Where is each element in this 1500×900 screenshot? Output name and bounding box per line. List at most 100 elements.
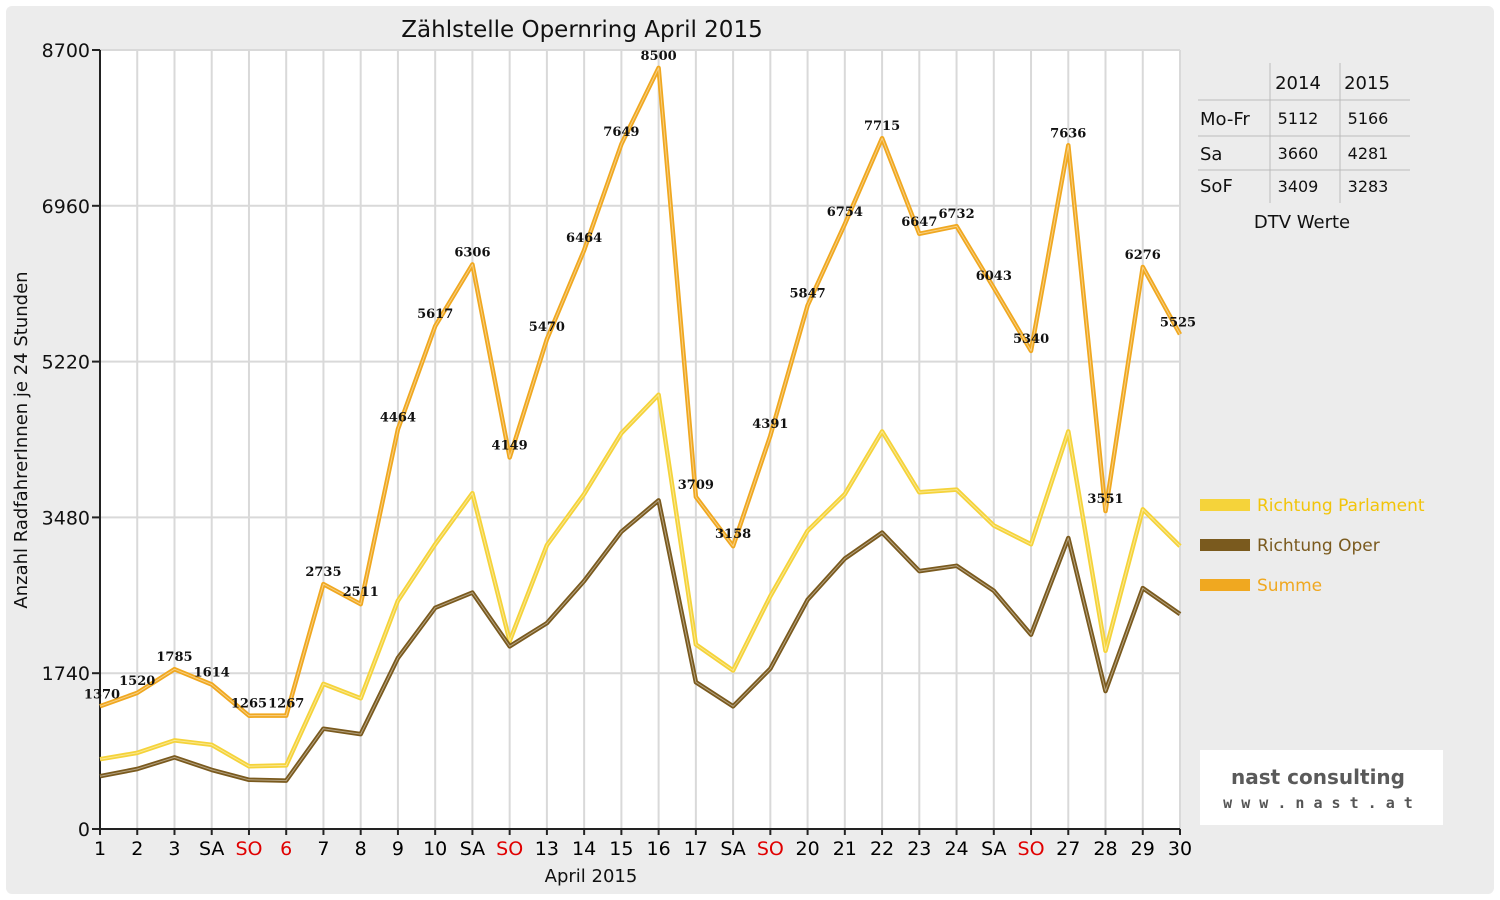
data-label: 4149 xyxy=(492,438,528,453)
y-tick-label: 6960 xyxy=(42,196,90,218)
series-highlight-summe xyxy=(99,67,1181,717)
data-label: 2735 xyxy=(305,565,341,580)
chart-title: Zählstelle Opernring April 2015 xyxy=(401,17,762,43)
dtv-row-label: SoF xyxy=(1200,176,1233,197)
x-tick-label: 6 xyxy=(280,838,292,860)
x-tick-label: 20 xyxy=(795,838,819,860)
dtv-table: 2014 2015 Mo-Fr 5112 5166 Sa 3660 4281 S… xyxy=(1198,63,1410,233)
y-tick-label: 8700 xyxy=(42,40,90,62)
data-label: 4391 xyxy=(752,417,788,432)
dtv-cell: 5112 xyxy=(1278,109,1319,128)
gridlines xyxy=(99,49,1181,830)
series-lines xyxy=(99,65,1182,783)
x-tick-label: 27 xyxy=(1056,838,1080,860)
plot-area xyxy=(100,50,1180,829)
data-label: 1785 xyxy=(156,650,192,665)
data-label: 7649 xyxy=(603,125,639,140)
x-tick-label: 13 xyxy=(535,838,559,860)
x-tick-label: SO xyxy=(1018,838,1045,860)
x-tick-label: 17 xyxy=(684,838,708,860)
dtv-row-label: Sa xyxy=(1200,144,1222,165)
dtv-col-2014: 2014 xyxy=(1275,73,1321,94)
x-tick-label: 21 xyxy=(833,838,857,860)
x-tick-label: 2 xyxy=(131,838,143,860)
series-line-summe xyxy=(99,65,1182,718)
legend: Richtung Parlament Richtung Oper Summe xyxy=(1200,496,1425,596)
data-label: 3158 xyxy=(715,527,751,542)
nast-consulting-logo: nast consulting w w w . n a s t . a t xyxy=(1200,750,1443,825)
x-tick-label: 30 xyxy=(1168,838,1192,860)
plot-background xyxy=(100,50,1180,829)
x-tick-label: 3 xyxy=(168,838,180,860)
data-label: 6647 xyxy=(901,215,937,230)
x-tick-label: 7 xyxy=(317,838,329,860)
x-tick-label: 23 xyxy=(907,838,931,860)
series-highlight-richtung-oper xyxy=(99,499,1181,782)
x-tick-labels: 1 2 3 SA SO 6 7 8 9 10 SA SO 13 14 15 16 17 SA SO 20 21 22 23 2… xyxy=(94,838,1192,860)
x-tick-label: 1 xyxy=(94,838,106,860)
data-label: 1614 xyxy=(194,665,230,680)
logo-url: w w w . n a s t . a t xyxy=(1223,794,1413,812)
logo-text: nast consulting xyxy=(1231,765,1405,789)
dtv-row-label: Mo-Fr xyxy=(1200,109,1250,130)
axes xyxy=(92,49,1181,835)
data-label: 7715 xyxy=(864,119,900,134)
data-label: 1267 xyxy=(268,697,304,712)
dtv-caption: DTV Werte xyxy=(1254,212,1350,233)
data-label: 5847 xyxy=(789,286,825,301)
x-tick-label: 24 xyxy=(944,838,968,860)
dtv-cell: 4281 xyxy=(1348,144,1389,163)
data-label: 2511 xyxy=(343,585,379,600)
dtv-cell: 3283 xyxy=(1348,177,1389,196)
x-tick-label: 8 xyxy=(355,838,367,860)
y-tick-label: 5220 xyxy=(42,352,90,374)
x-tick-label: 28 xyxy=(1093,838,1117,860)
x-tick-label: SA xyxy=(199,838,224,860)
data-label: 4464 xyxy=(380,410,416,425)
dtv-cell: 5166 xyxy=(1348,109,1389,128)
data-label: 3709 xyxy=(678,478,714,493)
legend-label: Richtung Parlament xyxy=(1257,496,1425,516)
data-label: 6276 xyxy=(1125,248,1161,263)
data-label: 6043 xyxy=(976,269,1012,284)
series-highlight-richtung-parlament xyxy=(99,394,1181,767)
data-label: 5470 xyxy=(529,320,565,335)
data-label: 6306 xyxy=(454,245,490,260)
x-tick-label: 22 xyxy=(870,838,894,860)
legend-swatch xyxy=(1200,539,1250,551)
data-label: 1370 xyxy=(84,687,120,702)
dtv-col-2015: 2015 xyxy=(1344,73,1390,94)
x-tick-label: SO xyxy=(496,838,523,860)
legend-swatch xyxy=(1200,579,1250,591)
data-label: 1520 xyxy=(119,674,155,689)
dtv-cell: 3409 xyxy=(1278,177,1319,196)
x-tick-label: SA xyxy=(981,838,1006,860)
legend-label: Richtung Oper xyxy=(1257,536,1380,556)
dtv-cell: 3660 xyxy=(1278,144,1319,163)
y-tick-label: 0 xyxy=(78,819,90,841)
x-tick-label: 16 xyxy=(647,838,671,860)
data-label: 5525 xyxy=(1160,315,1196,330)
data-label: 7636 xyxy=(1050,126,1086,141)
x-tick-label: SA xyxy=(460,838,485,860)
x-tick-label: 14 xyxy=(572,838,596,860)
y-tick-labels: 0 1740 3480 5220 6960 8700 xyxy=(42,40,90,841)
series-line-richtung-oper xyxy=(99,498,1182,783)
data-label: 1265 xyxy=(231,697,267,712)
x-axis-label: April 2015 xyxy=(545,866,638,887)
x-tick-label: SO xyxy=(235,838,262,860)
x-tick-label: SA xyxy=(720,838,745,860)
x-tick-label: 10 xyxy=(423,838,447,860)
data-label: 8500 xyxy=(641,49,677,64)
x-tick-label: SO xyxy=(757,838,784,860)
data-label: 6464 xyxy=(566,231,602,246)
data-label: 5340 xyxy=(1013,332,1049,347)
y-axis-label: Anzahl RadfahrerInnen je 24 Stunden xyxy=(11,271,32,608)
data-label: 5617 xyxy=(417,307,453,322)
legend-swatch xyxy=(1200,499,1250,511)
x-tick-label: 15 xyxy=(609,838,633,860)
x-tick-label: 29 xyxy=(1131,838,1155,860)
y-tick-label: 3480 xyxy=(42,507,90,529)
